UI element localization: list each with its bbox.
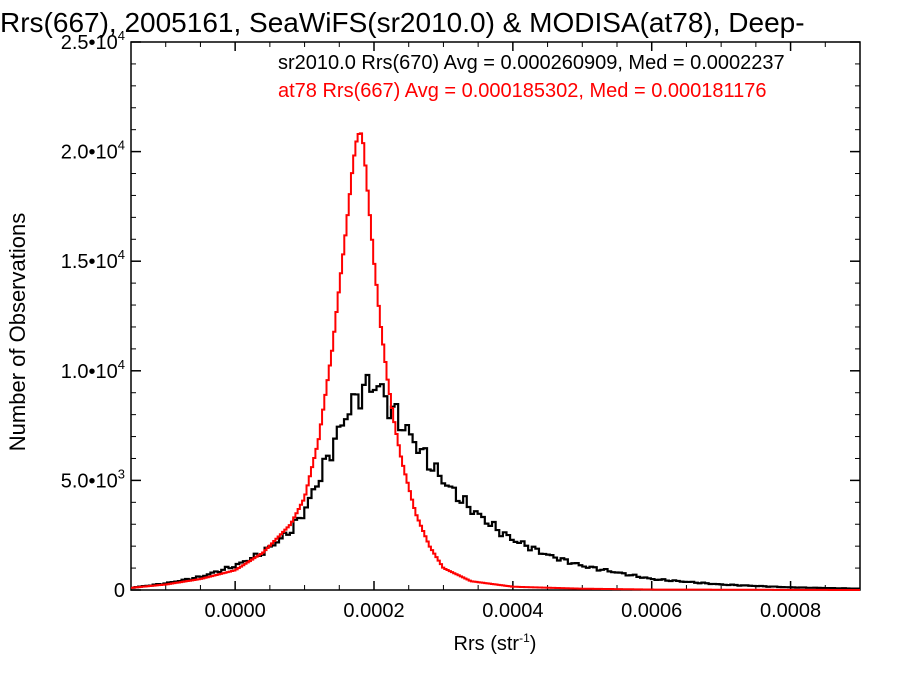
x-tick-label: 0.0000 bbox=[205, 600, 266, 622]
y-tick-label: 5.0•103 bbox=[61, 466, 125, 492]
chart-title: Rrs(667), 2005161, SeaWiFS(sr2010.0) & M… bbox=[0, 7, 805, 38]
x-axis-label-suffix: ) bbox=[530, 633, 537, 655]
plot-area: 0.0000 0.0002 0.0004 0.0006 0.0008 0 5.0•103 1.… bbox=[61, 28, 861, 622]
series-line-at78 bbox=[131, 132, 860, 591]
y-axis-label: Number of Observations bbox=[5, 213, 30, 451]
x-tick-label: 0.0004 bbox=[482, 600, 543, 622]
plot-frame bbox=[130, 41, 861, 591]
y-tick-label: 2.0•104 bbox=[61, 138, 125, 164]
y-tick-label: 1.5•104 bbox=[61, 247, 125, 273]
y-tick-label: 1.0•104 bbox=[61, 357, 125, 383]
y-axis-label-text: Number of Observations bbox=[5, 213, 30, 451]
annotations: sr2010.0 Rrs(670) Avg = 0.000260909, Med… bbox=[278, 52, 785, 102]
x-axis-label-exponent: -1 bbox=[519, 631, 530, 645]
x-axis-label-main: Rrs (str bbox=[454, 633, 520, 655]
y-tick-label: 0 bbox=[114, 580, 125, 602]
x-axis-label: Rrs (str-1) bbox=[454, 631, 537, 655]
y-tick-label: 2.5•104 bbox=[61, 28, 125, 54]
x-tick-label: 0.0002 bbox=[343, 600, 404, 622]
stats-annotation-2: at78 Rrs(667) Avg = 0.000185302, Med = 0… bbox=[278, 80, 767, 102]
x-tick-label: 0.0006 bbox=[621, 600, 682, 622]
x-tick-label: 0.0008 bbox=[760, 600, 821, 622]
stats-annotation-1: sr2010.0 Rrs(670) Avg = 0.000260909, Med… bbox=[278, 52, 785, 74]
